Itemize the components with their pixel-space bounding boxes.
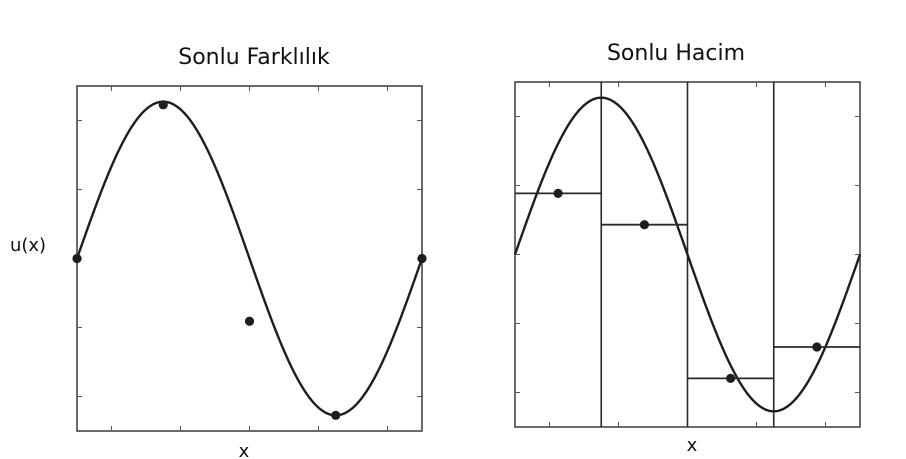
grid-point xyxy=(331,410,341,420)
grid-point xyxy=(417,253,427,264)
curve-left xyxy=(75,100,424,417)
x-axis-label-left: x xyxy=(239,441,250,459)
grid-point xyxy=(244,316,255,326)
grid-point xyxy=(72,253,82,264)
cell-average-point xyxy=(726,373,736,383)
points-left xyxy=(72,100,427,420)
cell-averages xyxy=(515,188,860,383)
cell-average-point xyxy=(812,342,822,352)
x-axis-label-right: x xyxy=(687,435,698,456)
title-finite-difference: Sonlu Farklılık xyxy=(178,45,330,70)
cell-average-point xyxy=(553,188,563,198)
curve-right xyxy=(513,96,862,413)
panel-finite-difference: Sonlu Farklılık u(x) x xyxy=(10,45,427,459)
y-axis-label: u(x) xyxy=(10,235,46,256)
grid-point xyxy=(158,100,168,110)
panel-finite-volume: Sonlu Hacim x xyxy=(513,41,862,456)
cell-average-point xyxy=(639,220,649,230)
title-finite-volume: Sonlu Hacim xyxy=(607,41,745,66)
